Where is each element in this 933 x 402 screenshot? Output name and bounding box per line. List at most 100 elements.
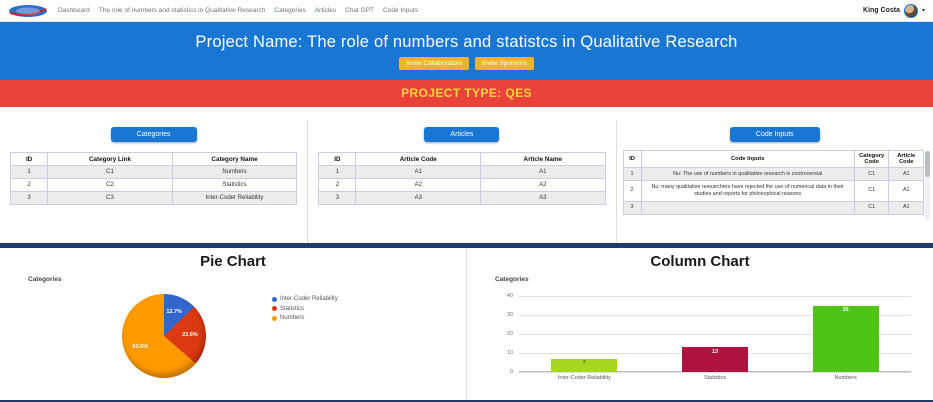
nav-articles[interactable]: Articles: [314, 7, 337, 14]
table-cell: Statistics: [171, 178, 298, 192]
articles-button[interactable]: Articles: [424, 127, 500, 142]
table-row[interactable]: 1 Nu: The use of numbers in qualitative r…: [622, 166, 925, 182]
table-row[interactable]: 1 A1 A1: [318, 165, 606, 179]
y-axis-tick: 20: [506, 331, 513, 337]
main-nav: Dashboard The role of numbers and statis…: [58, 7, 863, 14]
bar-value-label: 35: [842, 307, 849, 313]
code-inputs-button[interactable]: Code Inputs: [729, 127, 820, 142]
column-chart-section: Column Chart Categories 7 13 35 0 10 20 30 40 In…: [466, 248, 933, 400]
column-chart-label: Categories: [495, 276, 529, 283]
table-cell: Numbers: [171, 165, 298, 179]
categories-button[interactable]: Categories: [110, 127, 197, 142]
invite-collaborators-button[interactable]: Invite Collaborators: [399, 56, 470, 70]
scrollbar-thumb[interactable]: [925, 151, 931, 177]
gridline: [519, 315, 911, 316]
table-row[interactable]: 2 Nu: many qualitative researchers have r…: [622, 180, 925, 202]
column-header: Article Code: [888, 150, 925, 168]
legend-label: Numbers: [280, 315, 305, 321]
table-cell: C3: [47, 191, 173, 205]
gridline: [519, 372, 911, 373]
invite-sponsors-button[interactable]: Invite Sponsors: [475, 56, 534, 70]
nav-chat-gpt[interactable]: Chat GPT: [345, 7, 375, 14]
table-row[interactable]: 1 C1 Numbers: [9, 165, 298, 179]
categories-panel: Categories ID Category Link Category Name 1…: [0, 120, 307, 243]
table-row[interactable]: 3 C1 A1: [622, 200, 925, 216]
table-cell: C1: [853, 180, 890, 202]
nav-project-title[interactable]: The role of numbers and statistics in Qu…: [98, 7, 266, 14]
pie-chart-label: Categories: [28, 276, 62, 283]
table-cell: A1: [355, 165, 481, 179]
column-header: Code Inputs: [640, 150, 855, 168]
table-cell: C1: [853, 166, 890, 182]
table-cell: 1: [318, 165, 357, 179]
bar-value-label: 7: [582, 360, 586, 367]
articles-panel: Articles ID Article Code Article Name 1 A1 A1…: [307, 120, 615, 243]
project-hero: Project Name: The role of numbers and st…: [0, 22, 933, 80]
table-cell: C2: [47, 178, 173, 192]
table-cell: Nu: The use of numbers in qualitative re…: [640, 166, 855, 182]
section-divider: [0, 243, 933, 248]
table-cell: 3: [318, 191, 357, 205]
logo-icon: [9, 4, 47, 17]
categories-table: ID Category Link Category Name 1 C1 Numbers 2 C…: [9, 152, 298, 205]
table-scrollbar[interactable]: [925, 150, 931, 220]
brand-logo[interactable]: [8, 4, 48, 18]
column-header: ID: [622, 150, 642, 168]
pie-chart[interactable]: 12.7% 23.6% 63.6%: [122, 294, 206, 378]
data-panels: Categories ID Category Link Category Name 1…: [0, 107, 933, 243]
y-axis-tick: 0: [509, 369, 513, 375]
table-row[interactable]: 3 C3 Inter-Coder Reliability: [9, 191, 298, 205]
user-menu[interactable]: King Costa ▾: [863, 3, 925, 18]
pie-slice-label: 23.6%: [182, 332, 198, 339]
table-cell: A1: [888, 166, 925, 182]
chevron-down-icon[interactable]: ▾: [921, 8, 925, 14]
table-cell: 3: [9, 191, 49, 205]
nav-code-inputs[interactable]: Code Inputs: [383, 7, 419, 14]
table-cell: Inter-Coder Reliability: [171, 191, 298, 205]
table-row[interactable]: 3 A3 A3: [318, 191, 606, 205]
column-header: Category Link: [47, 152, 173, 166]
legend-item: Numbers: [272, 315, 338, 321]
table-cell: A2: [480, 178, 606, 192]
bar-numbers[interactable]: 35: [812, 305, 879, 372]
pie-slice-label: 12.7%: [166, 309, 182, 315]
table-cell: 1: [622, 166, 642, 182]
table-header-row: ID Category Link Category Name: [9, 152, 298, 166]
table-row[interactable]: 2 C2 Statistics: [9, 178, 298, 192]
table-cell: A3: [480, 191, 606, 205]
column-plot-area: 7 13 35: [519, 296, 911, 373]
code-inputs-table: ID Code Inputs Category Code Article Code 1 N…: [622, 150, 925, 216]
project-title: Project Name: The role of numbers and st…: [195, 32, 738, 51]
table-cell: 1: [9, 165, 49, 179]
legend-dot-icon: [272, 296, 277, 302]
table-cell: C1: [47, 165, 173, 179]
table-cell: 2: [9, 178, 49, 192]
user-avatar[interactable]: [903, 3, 918, 18]
table-cell: 2: [318, 178, 357, 192]
legend-item: Statistics: [272, 306, 338, 312]
nav-categories[interactable]: Categories: [274, 7, 306, 14]
x-axis-label: Numbers: [834, 375, 857, 381]
bar-inter-coder-reliability[interactable]: 7: [551, 358, 618, 372]
legend-dot-icon: [272, 315, 277, 321]
bar-statistics[interactable]: 13: [682, 347, 748, 372]
column-header: Category Code: [853, 150, 890, 168]
table-cell: A1: [888, 200, 925, 216]
column-header: Article Name: [480, 152, 606, 166]
pie-chart-area: Categories 12.7% 23.6% 63.6% Inter-Coder R…: [0, 272, 466, 392]
pie-legend: Inter-Coder Reliability Statistics Numbers: [272, 296, 338, 325]
column-header: Category Name: [171, 152, 298, 166]
column-header: Article Code: [355, 152, 481, 166]
table-row[interactable]: 2 A2 A2: [318, 178, 606, 192]
legend-label: Inter-Coder Reliability: [280, 296, 338, 302]
table-cell: C1: [853, 200, 890, 216]
y-axis-tick: 40: [506, 293, 513, 299]
articles-table: ID Article Code Article Name 1 A1 A1 2 A2 A2 3 A3 A…: [318, 152, 606, 205]
y-axis-tick: 10: [506, 350, 513, 356]
x-axis-label: Statistics: [703, 375, 726, 381]
x-axis-label: Inter-Coder Reliability: [557, 375, 611, 381]
nav-dashboard[interactable]: Dashboard: [58, 7, 90, 14]
user-name: King Costa: [863, 7, 900, 14]
column-chart[interactable]: 7 13 35 0 10 20 30 40 Inter-Coder Reliability Sta…: [491, 286, 915, 392]
